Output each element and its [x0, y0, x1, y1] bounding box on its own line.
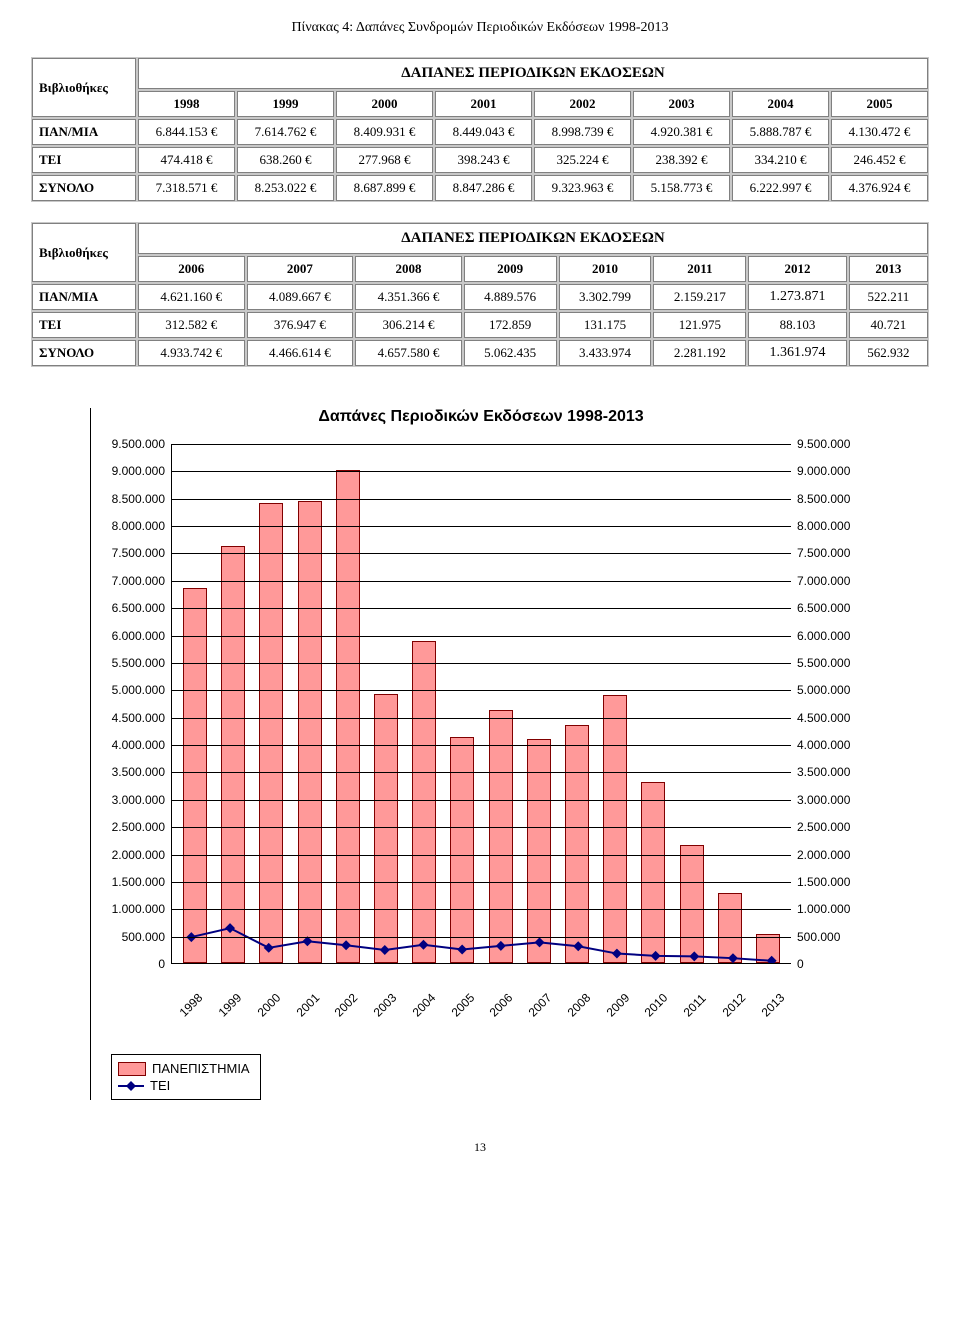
table2-header: ΔΑΠΑΝΕΣ ΠΕΡΙΟΔΙΚΩΝ ΕΚΔΟΣΕΩΝ [138, 223, 928, 254]
table2-years-row: 2006 2007 2008 2009 2010 2011 2012 2013 [32, 256, 928, 282]
chart-bar [298, 501, 322, 963]
chart-bar [374, 694, 398, 963]
table-2006-2013: Βιβλιοθήκες ΔΑΠΑΝΕΣ ΠΕΡΙΟΔΙΚΩΝ ΕΚΔΟΣΕΩΝ … [30, 221, 930, 368]
table-row: ΤΕΙ 474.418 €638.260 €277.968 €398.243 €… [32, 147, 928, 173]
page-title: Πίνακας 4: Δαπάνες Συνδρομών Περιοδικών … [30, 20, 930, 36]
table2-rowheader: Βιβλιοθήκες [32, 223, 136, 282]
chart-bar [412, 641, 436, 963]
chart-area: 9.500.0009.500.0009.000.0009.000.0008.50… [91, 444, 871, 1004]
chart-bars [172, 444, 791, 963]
chart-legend: ΠΑΝΕΠΙΣΤΗΜΙΑ ΤΕΙ [111, 1054, 261, 1100]
legend-bar-label: ΠΑΝΕΠΙΣΤΗΜΙΑ [152, 1061, 250, 1076]
chart-bar [603, 695, 627, 963]
chart-bar [489, 710, 513, 963]
legend-line-swatch [118, 1080, 144, 1092]
chart-bar [183, 588, 207, 963]
table1-years-row: 1998 1999 2000 2001 2002 2003 2004 2005 [32, 91, 928, 117]
chart-bar [680, 845, 704, 963]
table-row: ΠΑΝ/ΜΙΑ 6.844.153 €7.614.762 €8.409.931 … [32, 119, 928, 145]
table1-rowheader: Βιβλιοθήκες [32, 58, 136, 117]
chart-title: Δαπάνες Περιοδικών Εκδόσεων 1998-2013 [91, 408, 871, 426]
legend-line-label: ΤΕΙ [150, 1078, 170, 1093]
chart-bar [259, 503, 283, 963]
legend-bar-swatch [118, 1062, 146, 1076]
table1-header: ΔΑΠΑΝΕΣ ΠΕΡΙΟΔΙΚΩΝ ΕΚΔΟΣΕΩΝ [138, 58, 928, 89]
chart-bar [565, 725, 589, 963]
chart-container: Δαπάνες Περιοδικών Εκδόσεων 1998-2013 9.… [90, 408, 871, 1100]
chart-bar [756, 934, 780, 963]
legend-bar: ΠΑΝΕΠΙΣΤΗΜΙΑ [118, 1061, 250, 1076]
chart-x-labels: 1998199920002001200220032004200520062007… [171, 994, 791, 1008]
legend-line: ΤΕΙ [118, 1078, 250, 1093]
page-number: 13 [30, 1140, 930, 1155]
table-row: ΣΥΝΟΛΟ 4.933.742 €4.466.614 €4.657.580 €… [32, 340, 928, 366]
chart-bar [718, 893, 742, 963]
table-1998-2005: Βιβλιοθήκες ΔΑΠΑΝΕΣ ΠΕΡΙΟΔΙΚΩΝ ΕΚΔΟΣΕΩΝ … [30, 56, 930, 203]
table-row: ΤΕΙ 312.582 €376.947 €306.214 €172.85913… [32, 312, 928, 338]
table-row: ΠΑΝ/ΜΙΑ 4.621.160 €4.089.667 €4.351.366 … [32, 284, 928, 310]
chart-bar [450, 737, 474, 963]
table-row: ΣΥΝΟΛΟ 7.318.571 €8.253.022 €8.687.899 €… [32, 175, 928, 201]
chart-plot [171, 444, 791, 964]
